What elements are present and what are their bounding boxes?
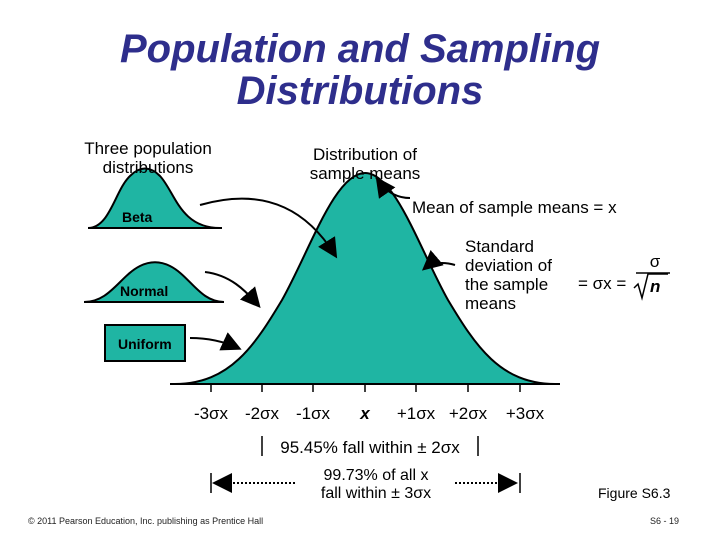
- tick-label-mean: x: [360, 404, 370, 423]
- sqrt-sign: [633, 273, 668, 301]
- slide-title: Population and Sampling Distributions: [0, 28, 720, 112]
- tick-label-p2: +2σx: [448, 404, 488, 423]
- normal-curve: [83, 261, 225, 303]
- sample-means-heading: Distribution of sample means: [309, 145, 421, 183]
- formula-equals: = σx =: [578, 274, 627, 293]
- title-line-1: Population and Sampling: [120, 27, 600, 71]
- formula-n: n: [650, 277, 661, 296]
- tick-label-m3: -3σx: [193, 404, 229, 423]
- copyright-text: © 2011 Pearson Education, Inc. publishin…: [28, 516, 264, 526]
- beta-label: Beta: [122, 209, 153, 225]
- sampling-distribution-curve: [174, 171, 556, 385]
- normal-label: Normal: [120, 283, 169, 299]
- formula-sigma: σ: [649, 252, 661, 271]
- population-distributions-heading: Three population distributions: [84, 139, 212, 177]
- range-99-line1: 99.73% of all x: [323, 467, 429, 484]
- tick-label-p1: +1σx: [396, 404, 436, 423]
- beta-curve: [87, 167, 221, 229]
- mean-of-sample-means-label: Mean of sample means = x: [412, 198, 617, 217]
- arrow-std-dev: [421, 249, 456, 271]
- page-number: S6 - 19: [650, 516, 680, 526]
- tick-label-m2: -2σx: [244, 404, 280, 423]
- figure-label: Figure S6.3: [598, 485, 671, 501]
- title-line-2: Distributions: [236, 69, 484, 113]
- uniform-label: Uniform: [118, 336, 172, 352]
- uniform-box: [104, 324, 186, 362]
- range-99-line2: fall within ± 3σx: [320, 485, 432, 502]
- tick-label-m1: -1σx: [295, 404, 331, 423]
- tick-label-p3: +3σx: [505, 404, 545, 423]
- arrow-normal: [204, 271, 261, 309]
- arrow-mean: [375, 176, 411, 199]
- range-95-label: 95.45% fall within ± 2σx: [280, 438, 460, 457]
- arrow-uniform: [189, 332, 242, 351]
- arrow-beta: [199, 197, 338, 259]
- std-dev-label: Standard deviation of the sample means: [465, 237, 552, 313]
